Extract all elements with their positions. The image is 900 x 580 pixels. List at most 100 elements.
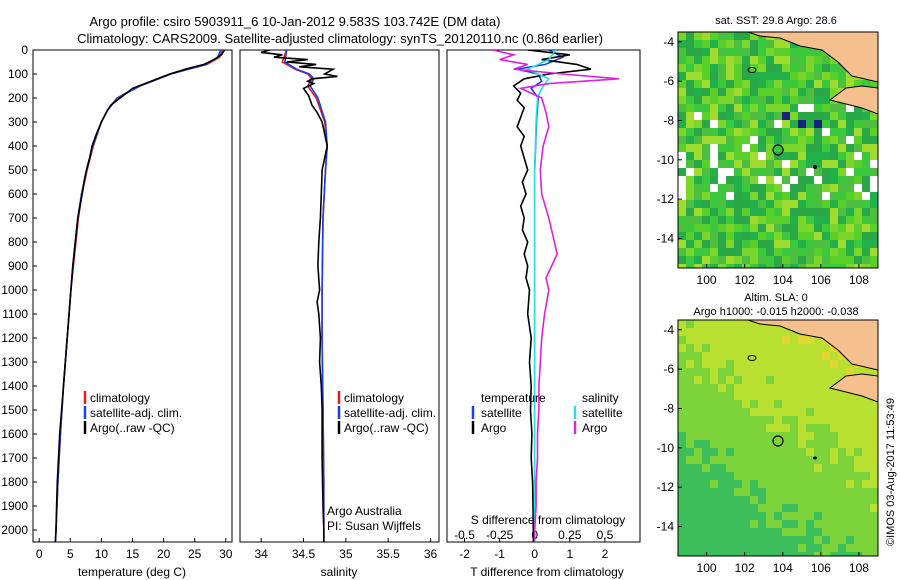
series-t-satellite — [517, 50, 565, 542]
y-tick-label: 1600 — [1, 427, 28, 441]
y-tick-label: 1000 — [1, 283, 28, 297]
y-tick-label: 2000 — [1, 523, 28, 537]
temperature-series — [54, 50, 226, 542]
sst-map-panel: sat. SST: 29.8 Argo: 28.6 100 102 104 106 10… — [657, 15, 879, 287]
y-tick-label: 200 — [8, 91, 28, 105]
top-tick-label: 0.25 — [558, 528, 582, 542]
copyright-credit: ©IMOS 03-Aug-2017 11:53:49 — [885, 398, 897, 546]
x-tick-label: 25 — [188, 547, 202, 561]
difference-plot-frame — [446, 49, 641, 543]
x-tick-label: 34.5 — [292, 547, 316, 561]
y-tick-label: -4 — [663, 323, 674, 337]
x-tick-label: 102 — [735, 273, 755, 287]
legend-label-s-satellite: satellite — [582, 406, 623, 420]
x-tick-label: 104 — [773, 273, 793, 287]
series-argo-raw-qc — [54, 50, 226, 542]
x-tick-label: 35.5 — [377, 547, 401, 561]
legend-label-argo: Argo(..raw -QC) — [90, 421, 175, 435]
salinity-panel: 34 34.5 35 35.5 36 salinity climatology sate… — [239, 49, 440, 579]
x-tick-label: 2 — [602, 547, 609, 561]
s-difference-axis-label: S difference from climatology — [471, 513, 626, 527]
top-tick-label: -0.5 — [454, 528, 475, 542]
legend-label-climatology: climatology — [90, 391, 150, 405]
y-tick-label: -14 — [657, 520, 675, 534]
y-tick-label: 900 — [8, 259, 28, 273]
sla-map-title: Altim. SLA: 0 — [744, 292, 808, 304]
salinity-axis-label: salinity — [321, 565, 358, 579]
x-tick-label: 104 — [773, 561, 793, 575]
y-tick-label: -6 — [663, 74, 674, 88]
x-tick-label: 15 — [126, 547, 140, 561]
sst-map-axis-ticks: 100 102 104 106 108 -4 -6 -8 -10 -12 -14 — [657, 35, 870, 287]
salinity-axis-ticks: 34 34.5 35 35.5 36 — [254, 538, 438, 561]
x-tick-label: 34 — [254, 547, 268, 561]
salinity-series — [260, 50, 338, 542]
x-tick-label: 35 — [339, 547, 353, 561]
legend-label-t-satellite: satellite — [481, 406, 522, 420]
sst-map-frame — [677, 31, 879, 269]
x-tick-label: 5 — [67, 547, 74, 561]
sla-map-frame — [677, 319, 879, 557]
top-tick-label: 0.5 — [597, 528, 614, 542]
temperature-axis-label: temperature (deg C) — [78, 565, 186, 579]
annotation-pi: PI: Susan Wijffels — [327, 519, 421, 533]
x-tick-label: 10 — [95, 547, 109, 561]
depth-axis-ticks: 0 100 200 300 400 500 600 700 800 900 1000 1100 1200… — [1, 43, 37, 537]
sst-map-field — [678, 32, 878, 268]
x-tick-label: 108 — [849, 561, 869, 575]
y-tick-label: 600 — [8, 187, 28, 201]
difference-panel: -2 -1 0 1 2 -0.5 -0.25 0 0.25 0.5 T difference f… — [446, 49, 641, 579]
series-climatology — [281, 50, 329, 542]
temperature-axis-ticks: 0 5 10 15 20 25 30 — [36, 538, 233, 561]
x-tick-label: 0 — [36, 547, 43, 561]
sla-map-subtitle: Argo h1000: -0.015 h2000: -0.038 — [693, 306, 858, 318]
y-tick-label: 500 — [8, 163, 28, 177]
y-tick-label: -6 — [663, 362, 674, 376]
series-s-argo — [492, 50, 619, 542]
legend-label-t-argo: Argo — [481, 421, 507, 435]
land-java — [828, 373, 878, 403]
series-satellite-adj-clim — [284, 50, 329, 542]
temperature-plot-frame — [32, 49, 233, 543]
x-tick-label: 102 — [735, 561, 755, 575]
x-tick-label: 30 — [219, 547, 233, 561]
s-difference-axis-ticks: -0.5 -0.25 0 0.25 0.5 — [454, 528, 613, 542]
x-tick-label: -1 — [494, 547, 505, 561]
x-tick-label: 36 — [424, 547, 438, 561]
x-tick-label: 100 — [697, 561, 717, 575]
y-tick-label: -12 — [657, 480, 675, 494]
land-java — [828, 85, 878, 115]
y-tick-label: 1400 — [1, 379, 28, 393]
legend-title-salinity: salinity — [582, 391, 619, 405]
series-t-argo — [512, 50, 592, 542]
x-tick-label: -2 — [459, 547, 470, 561]
legend-label-s-argo: Argo — [582, 421, 608, 435]
sla-map-axis-ticks: 100 102 104 106 108 -4 -6 -8 -10 -12 -14 — [657, 323, 870, 575]
y-tick-label: 1200 — [1, 331, 28, 345]
y-tick-label: -10 — [657, 441, 675, 455]
legend-label-climatology: climatology — [344, 391, 404, 405]
y-tick-label: 1100 — [2, 307, 28, 321]
island-enggano — [747, 355, 757, 361]
y-tick-label: 1900 — [1, 499, 28, 513]
legend-label-satellite: satellite-adj. clim. — [90, 406, 182, 420]
series-argo-raw-qc — [260, 50, 338, 542]
temperature-panel: 0100200300400500600700800900100011001200… — [1, 43, 232, 579]
y-tick-label: 100 — [8, 67, 28, 81]
temperature-legend: climatology satellite-adj. clim. Argo(..… — [83, 391, 182, 435]
y-tick-label: 700 — [8, 211, 28, 225]
t-difference-axis-ticks: -2 -1 0 1 2 — [459, 538, 609, 561]
legend-label-satellite: satellite-adj. clim. — [344, 406, 436, 420]
y-tick-label: -10 — [657, 153, 675, 167]
x-tick-label: 100 — [697, 273, 717, 287]
y-tick-label: 400 — [8, 139, 28, 153]
salinity-plot-frame — [239, 49, 440, 543]
sla-map-panel: Altim. SLA: 0 Argo h1000: -0.015 h2000: … — [657, 292, 879, 575]
y-tick-label: -12 — [657, 192, 675, 206]
y-tick-label: 1500 — [1, 403, 28, 417]
x-tick-label: 20 — [157, 547, 171, 561]
series-satellite-adj-clim — [54, 50, 222, 542]
y-tick-label: 0 — [21, 43, 28, 57]
difference-legend: temperature satellite Argo salinity sate… — [471, 391, 623, 435]
